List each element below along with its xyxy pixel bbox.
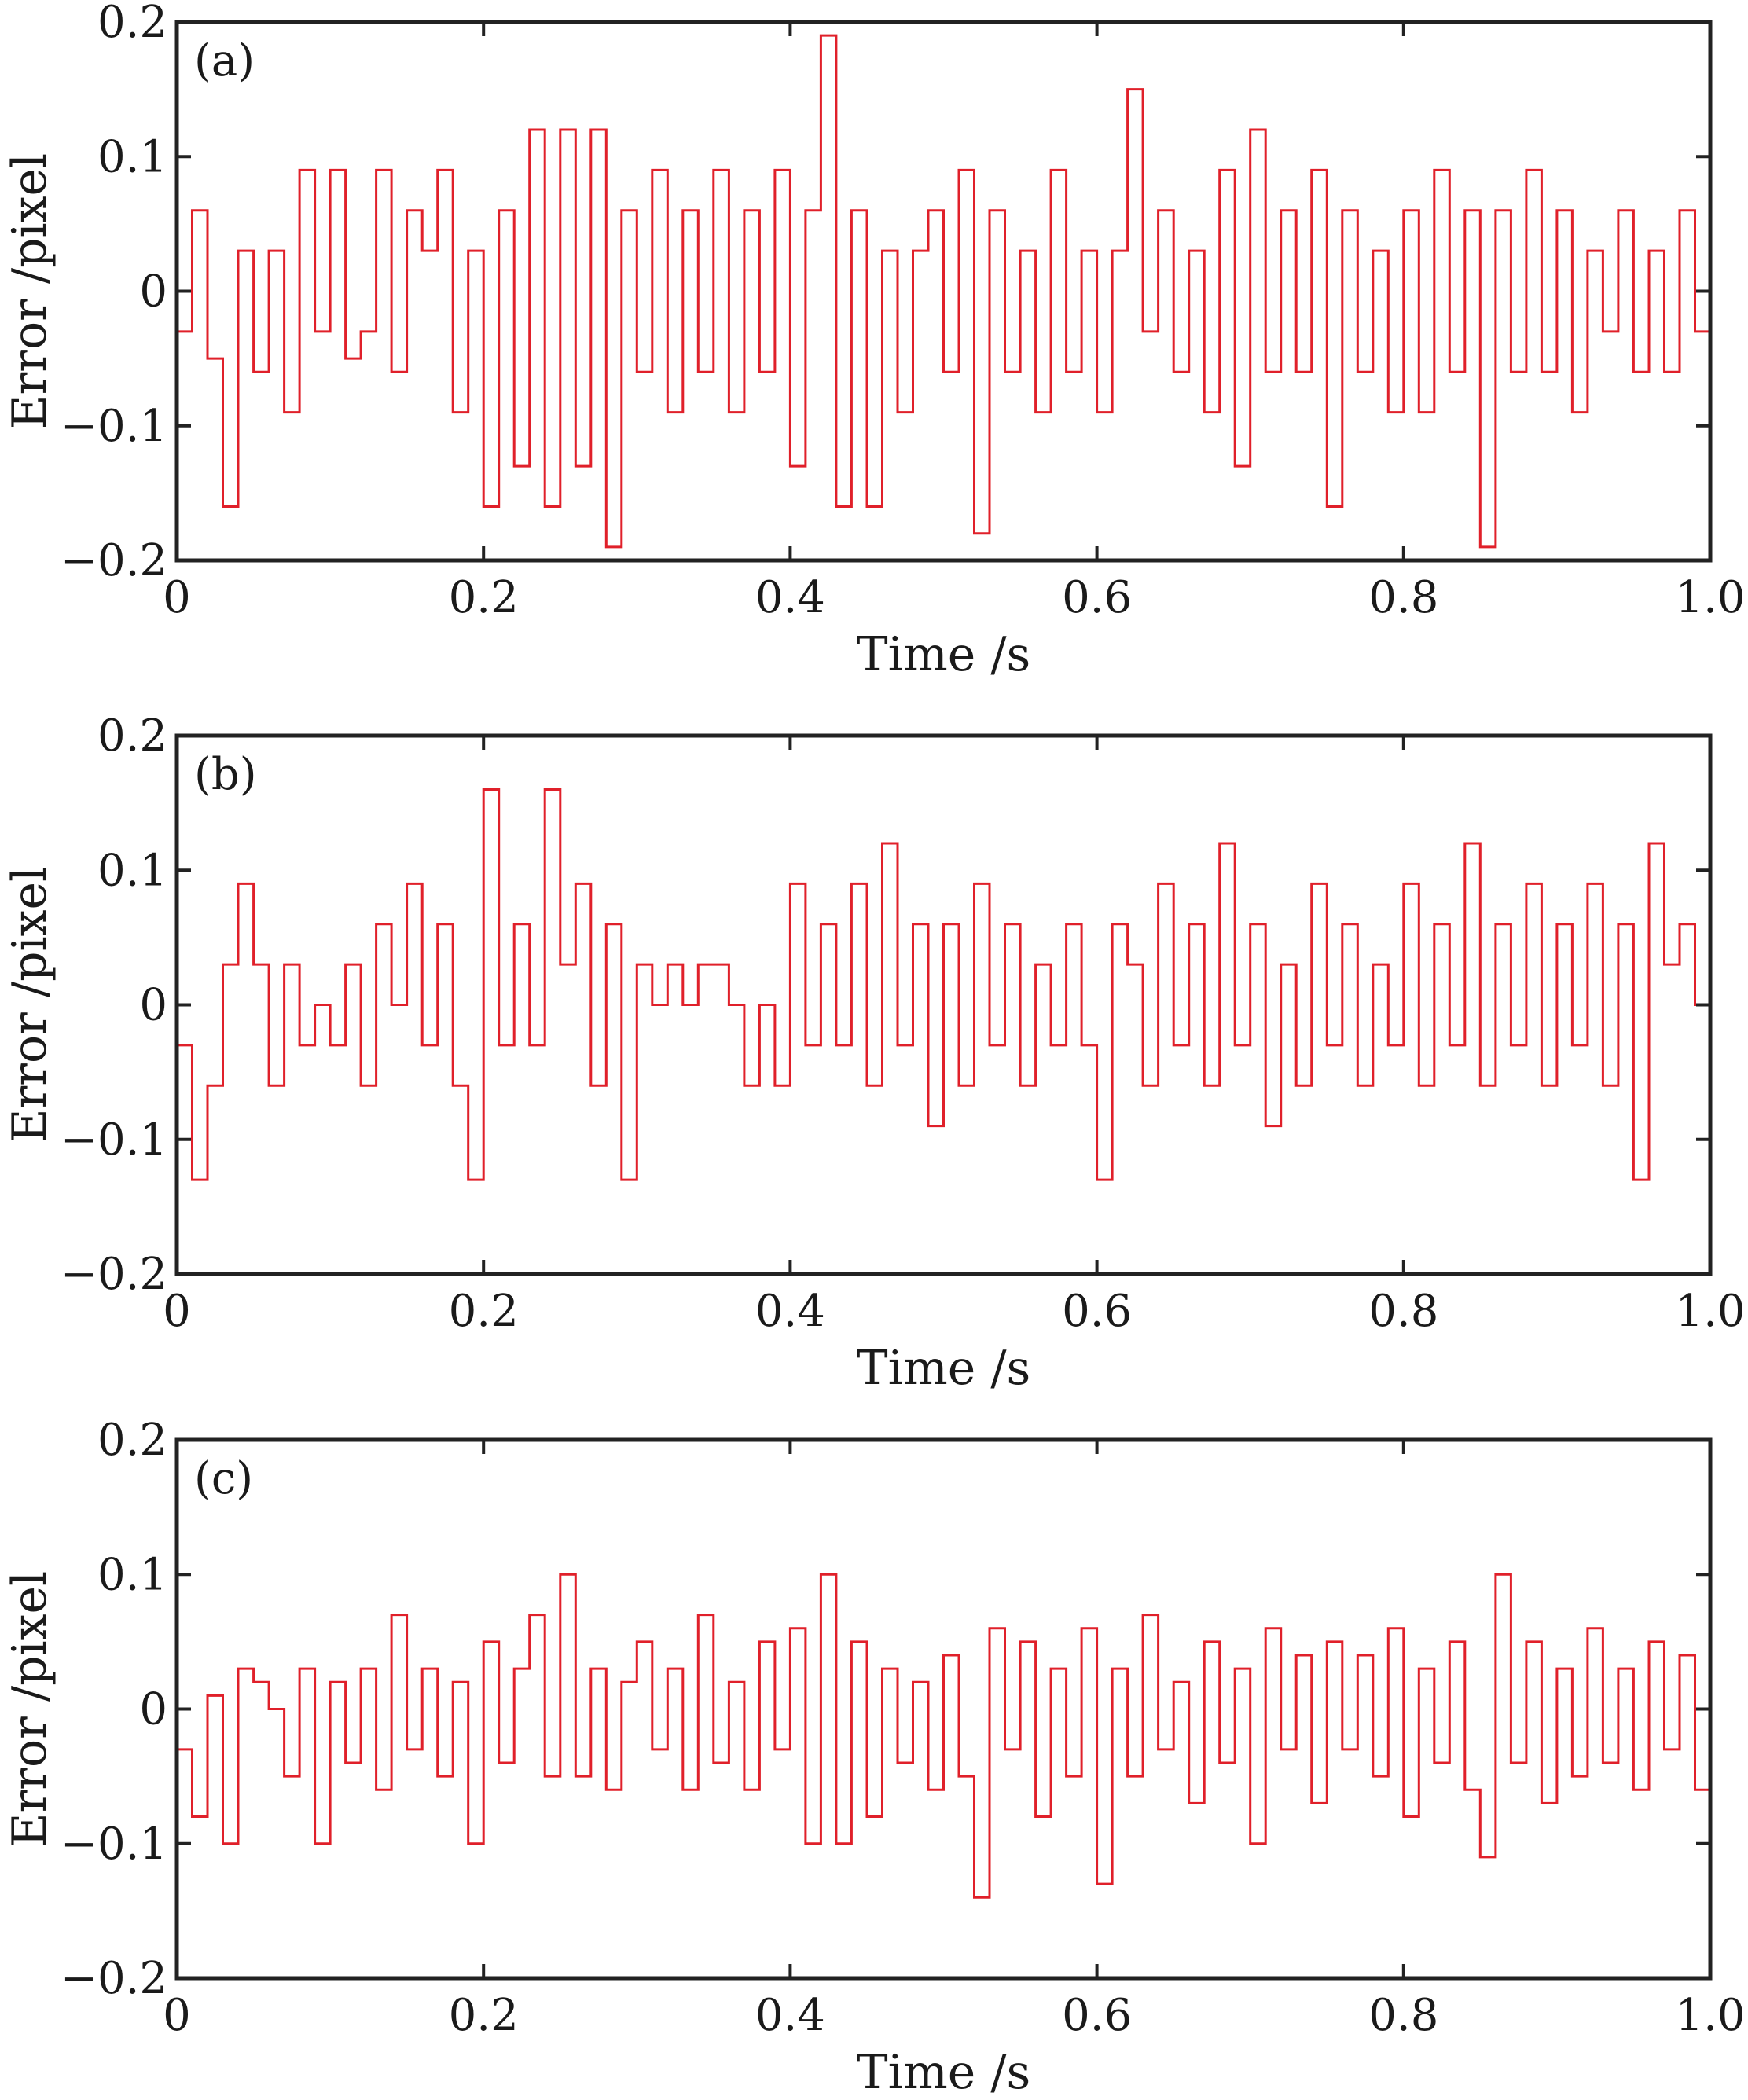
x-tick-label: 0.4 xyxy=(755,1286,825,1337)
y-tick-label: 0.1 xyxy=(97,1549,167,1600)
y-tick-label: 0 xyxy=(139,980,167,1031)
y-tick-label: 0 xyxy=(139,266,167,318)
x-tick-label: 0.8 xyxy=(1368,1286,1438,1337)
y-axis-title: Error /pixel xyxy=(2,867,57,1143)
y-axis-title: Error /pixel xyxy=(2,153,57,429)
chart-panel-3: 0 0.2 0.4 0.6 0.8 1.0 0.2 0.1 0 −0.1 −0.2 (c) Time /… xyxy=(2,1415,1746,2100)
x-tick-label: 0.4 xyxy=(755,572,825,623)
panel-label: (c) xyxy=(194,1453,253,1504)
x-axis-title: Time /s xyxy=(857,2045,1031,2100)
y-tick-label: −0.1 xyxy=(61,401,167,452)
y-tick-label: 0.2 xyxy=(97,0,167,48)
x-tick-label: 0.2 xyxy=(449,1990,519,2041)
x-tick-label: 0.4 xyxy=(755,1990,825,2041)
y-tick-label: −0.1 xyxy=(61,1114,167,1166)
y-tick-label: 0.1 xyxy=(97,131,167,182)
series-line xyxy=(177,788,1712,1181)
x-tick-label: 0.8 xyxy=(1368,572,1438,623)
y-tick-label: 0.1 xyxy=(97,845,167,896)
panel-label: (b) xyxy=(194,749,257,800)
x-tick-label: 1.0 xyxy=(1675,1286,1745,1337)
x-tick-label: 0.8 xyxy=(1368,1990,1438,2041)
x-tick-label: 0.6 xyxy=(1062,572,1132,623)
y-tick-label: −0.2 xyxy=(61,1249,167,1300)
y-tick-label: −0.1 xyxy=(61,1819,167,1870)
x-tick-label: 1.0 xyxy=(1675,572,1745,623)
panel-label: (a) xyxy=(194,35,255,86)
y-tick-label: 0.2 xyxy=(97,1415,167,1466)
x-tick-label: 0 xyxy=(163,1286,191,1337)
x-axis-title: Time /s xyxy=(857,1341,1031,1396)
y-tick-label: −0.2 xyxy=(61,1953,167,2004)
y-tick-label: −0.2 xyxy=(61,535,167,586)
x-axis-title: Time /s xyxy=(857,627,1031,682)
y-tick-label: 0 xyxy=(139,1684,167,1735)
y-axis-title: Error /pixel xyxy=(2,1571,57,1847)
x-tick-label: 0.6 xyxy=(1062,1286,1132,1337)
x-tick-label: 0.2 xyxy=(449,572,519,623)
chart-panel-2: 0 0.2 0.4 0.6 0.8 1.0 0.2 0.1 0 −0.1 −0.2 (b) Time /… xyxy=(2,710,1746,1396)
y-tick-label: 0.2 xyxy=(97,710,167,762)
x-tick-label: 1.0 xyxy=(1675,1990,1745,2041)
x-tick-label: 0 xyxy=(163,572,191,623)
x-tick-label: 0.6 xyxy=(1062,1990,1132,2041)
chart-panel-1: 0 0.2 0.4 0.6 0.8 1.0 0.2 0.1 0 −0.1 −0.2 (a) Time /… xyxy=(2,0,1746,682)
series-line xyxy=(177,1573,1712,1899)
x-tick-label: 0.2 xyxy=(449,1286,519,1337)
x-tick-label: 0 xyxy=(163,1990,191,2041)
series-line xyxy=(177,34,1712,549)
